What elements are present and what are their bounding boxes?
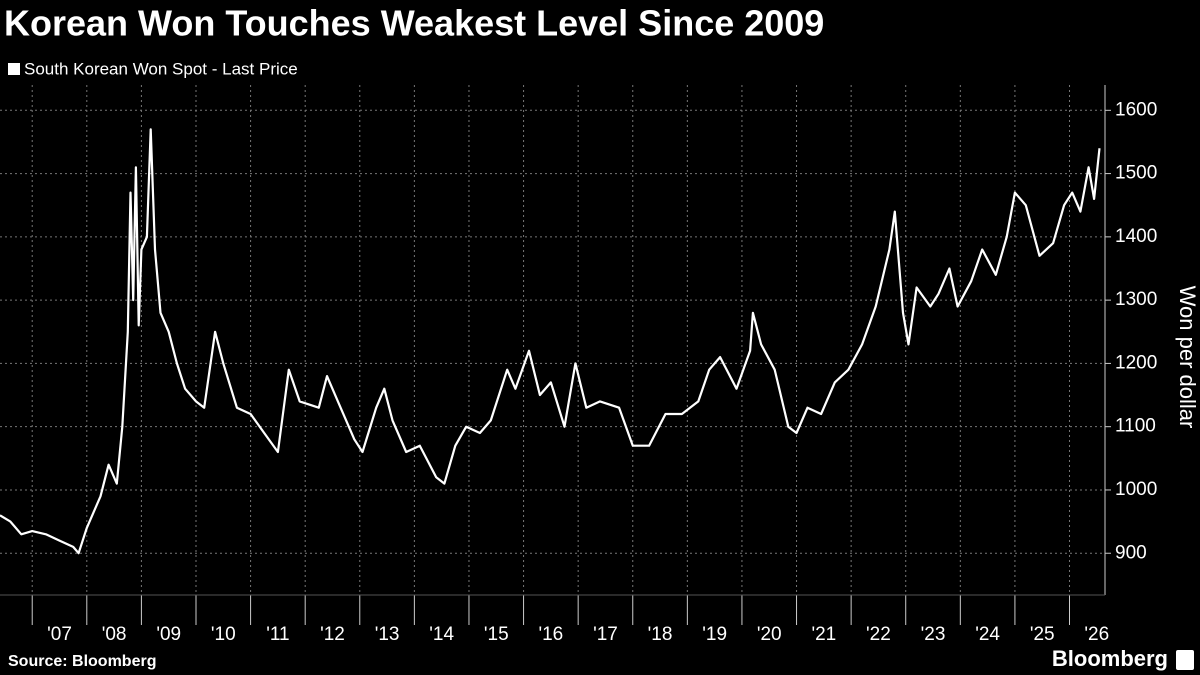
brand-icon — [1176, 650, 1194, 670]
y-tick-label: 1100 — [1115, 416, 1156, 437]
y-tick-label: 1300 — [1115, 289, 1157, 310]
y-tick-label: 1200 — [1115, 352, 1157, 373]
source: Source: Bloomberg — [8, 653, 156, 670]
y-tick-label: 1000 — [1115, 479, 1157, 500]
x-tick-label: '22 — [866, 624, 891, 645]
x-tick-label: '15 — [484, 624, 509, 645]
x-tick-label: '20 — [757, 624, 782, 645]
chart-title: Korean Won Touches Weakest Level Since 2… — [4, 3, 824, 44]
price-line — [0, 128, 1101, 555]
x-tick-label: '23 — [921, 624, 946, 645]
x-tick-label: '07 — [47, 624, 72, 645]
x-tick-label: '26 — [1084, 624, 1109, 645]
x-tick-label: '12 — [320, 624, 345, 645]
x-tick-label: '09 — [156, 624, 181, 645]
x-tick-label: '13 — [375, 624, 400, 645]
x-tick-label: '11 — [266, 624, 289, 645]
y-tick-label: 900 — [1115, 542, 1147, 563]
x-tick-label: '21 — [811, 624, 836, 645]
x-tick-label: '24 — [975, 624, 1000, 645]
legend-swatch — [8, 63, 20, 75]
y-tick-label: 1600 — [1115, 99, 1157, 120]
legend-label: South Korean Won Spot - Last Price — [24, 59, 298, 78]
x-tick-label: '10 — [211, 624, 236, 645]
x-tick-label: '18 — [648, 624, 673, 645]
brand: Bloomberg — [1052, 646, 1168, 671]
x-tick-label: '08 — [102, 624, 127, 645]
x-tick-label: '19 — [702, 624, 727, 645]
y-axis-label: Won per dollar — [1175, 286, 1200, 429]
x-tick-label: '14 — [429, 624, 454, 645]
y-tick-label: 1500 — [1115, 163, 1157, 184]
y-tick-label: 1400 — [1115, 226, 1157, 247]
x-tick-label: '16 — [538, 624, 563, 645]
x-tick-label: '17 — [593, 624, 618, 645]
x-tick-label: '25 — [1030, 624, 1055, 645]
